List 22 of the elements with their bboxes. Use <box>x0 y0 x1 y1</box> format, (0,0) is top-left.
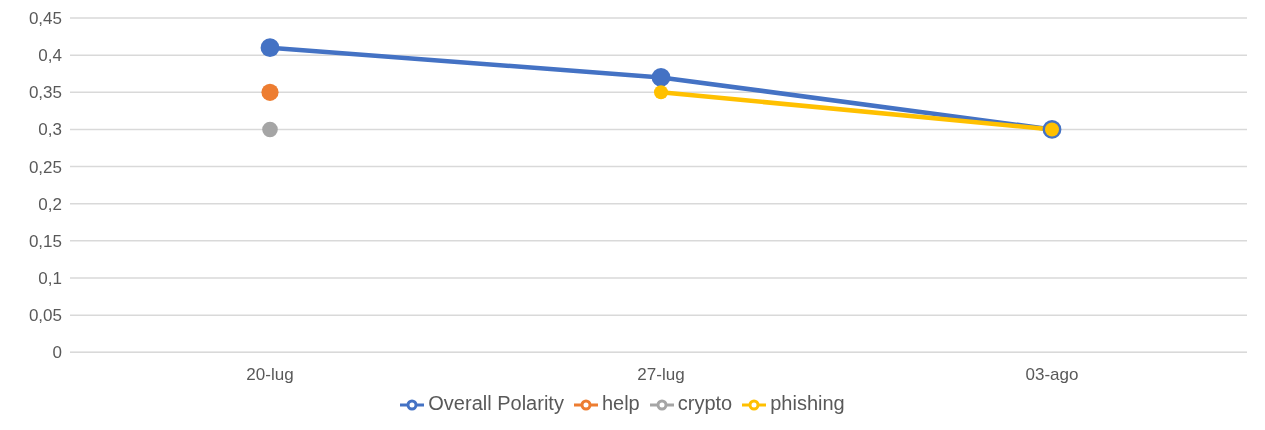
y-tick-label: 0,4 <box>38 46 62 66</box>
legend-label: help <box>601 392 640 415</box>
point <box>262 121 278 138</box>
y-tick-label: 0,25 <box>28 157 62 177</box>
point <box>261 83 279 101</box>
x-tick-label: 27-lug <box>637 365 685 385</box>
y-tick-label: 0,05 <box>28 306 62 326</box>
point <box>654 85 668 100</box>
y-tick-label: 0,1 <box>38 269 62 289</box>
legend-label: phishing <box>770 392 845 415</box>
legend-label: Overall Polarity <box>428 392 564 415</box>
y-tick-label: 0 <box>52 343 62 363</box>
y-tick-label: 0,45 <box>28 9 62 29</box>
y-tick-label: 0,35 <box>28 83 62 103</box>
y-tick-label: 0,2 <box>38 194 62 214</box>
y-tick-label: 0,3 <box>38 120 62 140</box>
x-tick-label: 20-lug <box>246 365 294 385</box>
y-tick-label: 0,15 <box>28 231 62 251</box>
legend-label: crypto <box>677 392 733 415</box>
x-tick-label: 03-ago <box>1025 365 1079 385</box>
point <box>260 38 280 58</box>
point <box>651 68 671 87</box>
